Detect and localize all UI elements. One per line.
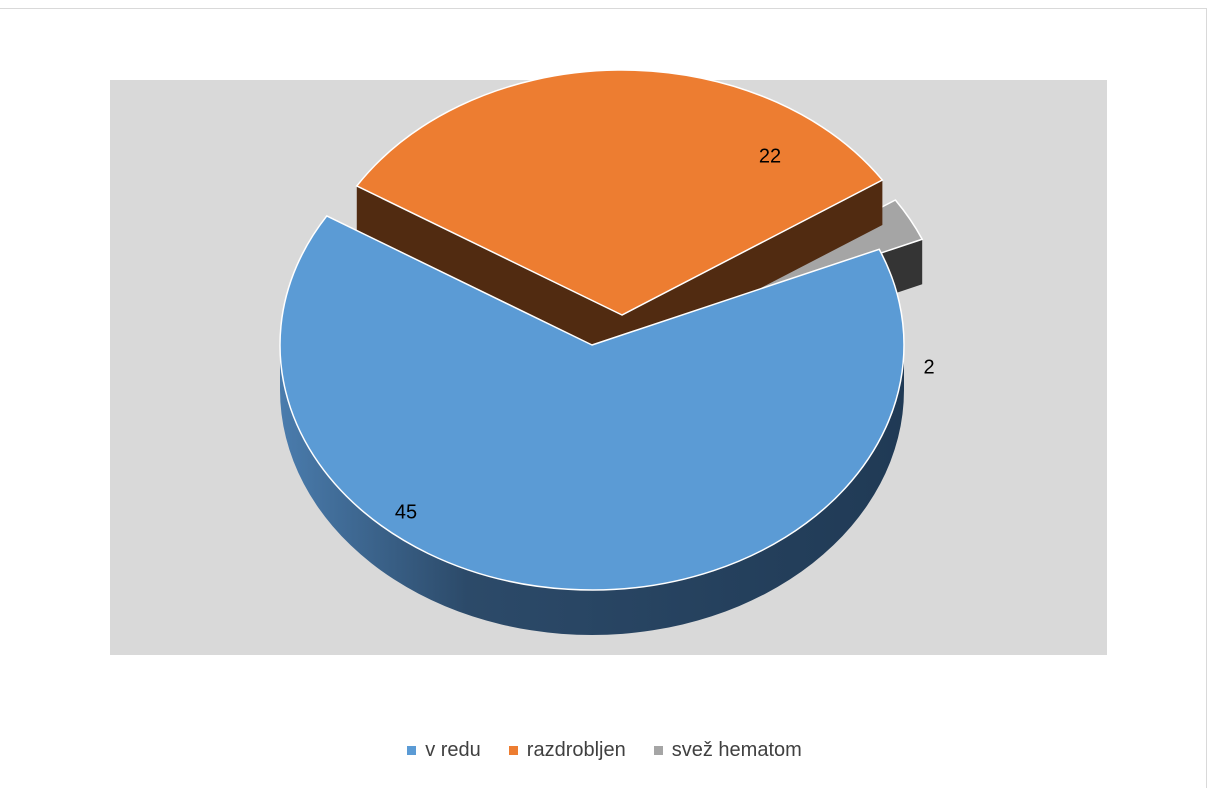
- legend: v redu razdrobljen svež hematom: [0, 738, 1209, 762]
- legend-label: razdrobljen: [526, 739, 626, 761]
- legend-item-v-redu: v redu: [407, 739, 481, 762]
- data-label-svež-hematom: 2: [923, 356, 934, 378]
- pie-slice-side-wall: [280, 345, 904, 635]
- data-label-razdrobljen: 22: [759, 145, 781, 167]
- pie-slice-cut-face: [356, 185, 622, 360]
- chart-frame: [0, 8, 1207, 788]
- legend-swatch: [508, 746, 518, 755]
- legend-swatch: [407, 746, 417, 755]
- data-label-v-redu: 45: [395, 501, 417, 523]
- legend-swatch: [653, 746, 663, 755]
- pie-slice-top-face: [279, 215, 905, 591]
- pie-slice-v-redu: [279, 215, 905, 635]
- legend-item-svež-hematom: svež hematom: [653, 739, 802, 762]
- legend-item-razdrobljen: razdrobljen: [508, 739, 626, 762]
- legend-label: svež hematom: [671, 739, 802, 761]
- pie-slice-top-face: [355, 69, 884, 316]
- legend-label: v redu: [425, 739, 481, 761]
